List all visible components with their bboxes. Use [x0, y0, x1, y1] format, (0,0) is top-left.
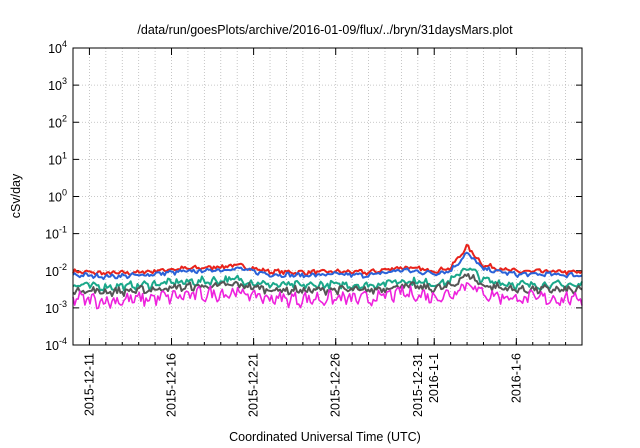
plot-frame — [72, 47, 583, 346]
x-tick-label: 2015-12-21 — [247, 353, 261, 417]
y-tick-label: 10-4 — [45, 336, 67, 353]
y-tick-label: 103 — [48, 76, 67, 93]
x-axis-ticks: 2015-12-11 2015-12-16 2015-12-21 2015-12-26… — [82, 48, 567, 417]
chart-title: /data/run/goesPlots/archive/2016-01-09/f… — [137, 23, 513, 37]
series-line — [72, 251, 583, 281]
x-tick-label: 2016-1-1 — [427, 353, 441, 403]
y-axis-ticks: 10-4 10-3 10-2 10-1 100 101 102 103 104 — [45, 39, 582, 353]
y-tick-label: 10-3 — [45, 299, 67, 316]
series-line — [72, 282, 583, 310]
y-tick-label: 10-1 — [45, 225, 67, 242]
x-axis-label: Coordinated Universal Time (UTC) — [229, 430, 421, 444]
y-axis-label: cSv/day — [9, 173, 23, 218]
x-tick-label: 2015-12-31 — [411, 353, 425, 417]
series-line — [72, 244, 583, 276]
y-tick-label: 102 — [48, 113, 67, 130]
x-tick-label: 2016-1-6 — [509, 353, 523, 403]
x-tick-label: 2015-12-26 — [329, 353, 343, 417]
y-tick-label: 104 — [48, 39, 67, 56]
y-tick-label: 10-2 — [45, 262, 67, 279]
x-tick-label: 2015-12-16 — [165, 353, 179, 417]
series-line — [72, 273, 583, 298]
series-group — [72, 244, 583, 310]
x-tick-label: 2015-12-11 — [82, 353, 96, 416]
y-tick-label: 100 — [48, 188, 67, 205]
y-tick-label: 101 — [48, 150, 67, 167]
